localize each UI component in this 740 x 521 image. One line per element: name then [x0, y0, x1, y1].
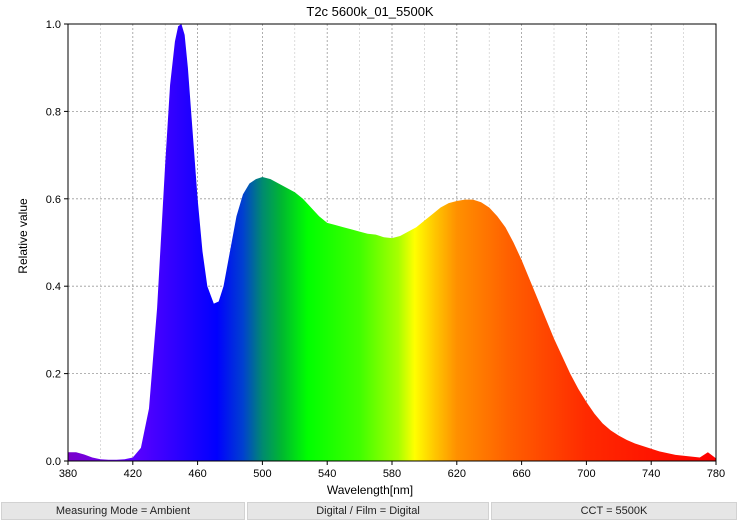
- y-tick-label: 0.6: [46, 194, 61, 206]
- x-tick-label: 500: [253, 468, 271, 480]
- x-tick-label: 460: [188, 468, 206, 480]
- x-tick-label: 780: [707, 468, 725, 480]
- y-tick-label: 0.2: [46, 369, 61, 381]
- x-axis-ticks: 380 420 460 500 540 580 620 660 700 740 780: [59, 461, 725, 480]
- x-tick-label: 620: [448, 468, 466, 480]
- chart-title: T2c 5600k_01_5500K: [306, 4, 434, 19]
- spectrum-area: [68, 24, 716, 461]
- measuring-mode-status: Measuring Mode = Ambient: [1, 502, 245, 520]
- x-tick-label: 580: [383, 468, 401, 480]
- spectrum-chart: T2c 5600k_01_5500K 380 420 460 500 540 580 620…: [16, 4, 725, 497]
- y-tick-label: 0.4: [46, 281, 61, 293]
- status-bar: Measuring Mode = Ambient Digital / Film …: [0, 501, 740, 521]
- y-tick-label: 0.8: [46, 106, 61, 118]
- digital-film-status: Digital / Film = Digital: [247, 502, 489, 520]
- x-tick-label: 380: [59, 468, 77, 480]
- y-axis-ticks: 0.0 0.2 0.4 0.6 0.8 1.0: [46, 19, 68, 468]
- y-axis-label: Relative value: [16, 198, 30, 274]
- cct-status: CCT = 5500K: [491, 502, 737, 520]
- x-tick-label: 420: [124, 468, 142, 480]
- spectrum-area-layer: [68, 24, 716, 461]
- y-tick-label: 0.0: [46, 456, 61, 468]
- x-tick-label: 540: [318, 468, 336, 480]
- x-tick-label: 740: [642, 468, 660, 480]
- x-tick-label: 700: [577, 468, 595, 480]
- y-tick-label: 1.0: [46, 19, 61, 31]
- x-axis-label: Wavelength[nm]: [327, 483, 413, 497]
- x-tick-label: 660: [512, 468, 530, 480]
